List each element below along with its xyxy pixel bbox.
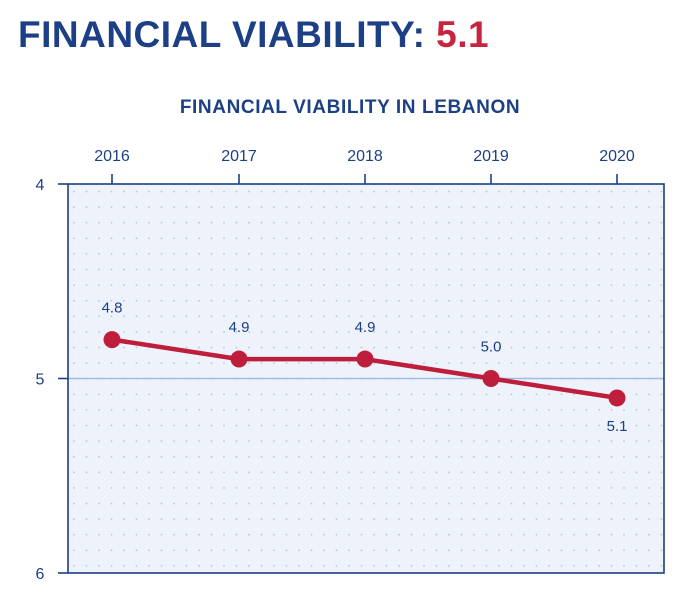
data-label-2018: 4.9	[355, 319, 376, 336]
x-tick-label-2016: 2016	[94, 148, 130, 165]
x-tick-label-2017: 2017	[221, 148, 257, 165]
chart-title: FINANCIAL VIABILITY IN LEBANON	[180, 97, 520, 118]
x-tick-label-2018: 2018	[347, 148, 383, 165]
x-tick-label-2020: 2020	[599, 148, 635, 165]
data-point-2017	[230, 350, 248, 368]
y-tick-label-5: 5	[36, 372, 45, 389]
x-tick-label-2019: 2019	[473, 148, 509, 165]
data-label-2019: 5.0	[481, 339, 502, 356]
data-label-2017: 4.9	[229, 319, 250, 336]
data-point-2016	[103, 331, 121, 349]
data-point-2020	[608, 389, 626, 407]
page-title-prefix: FINANCIAL VIABILITY:	[18, 14, 426, 55]
page-title: FINANCIAL VIABILITY: 5.1	[18, 14, 489, 56]
y-tick-label-6: 6	[36, 566, 45, 583]
data-point-2018	[356, 350, 374, 368]
page-title-score: 5.1	[436, 14, 490, 55]
y-tick-label-4: 4	[36, 177, 45, 194]
data-point-2019	[482, 370, 500, 387]
data-label-2016: 4.8	[102, 300, 123, 317]
data-label-2020: 5.1	[607, 418, 628, 435]
